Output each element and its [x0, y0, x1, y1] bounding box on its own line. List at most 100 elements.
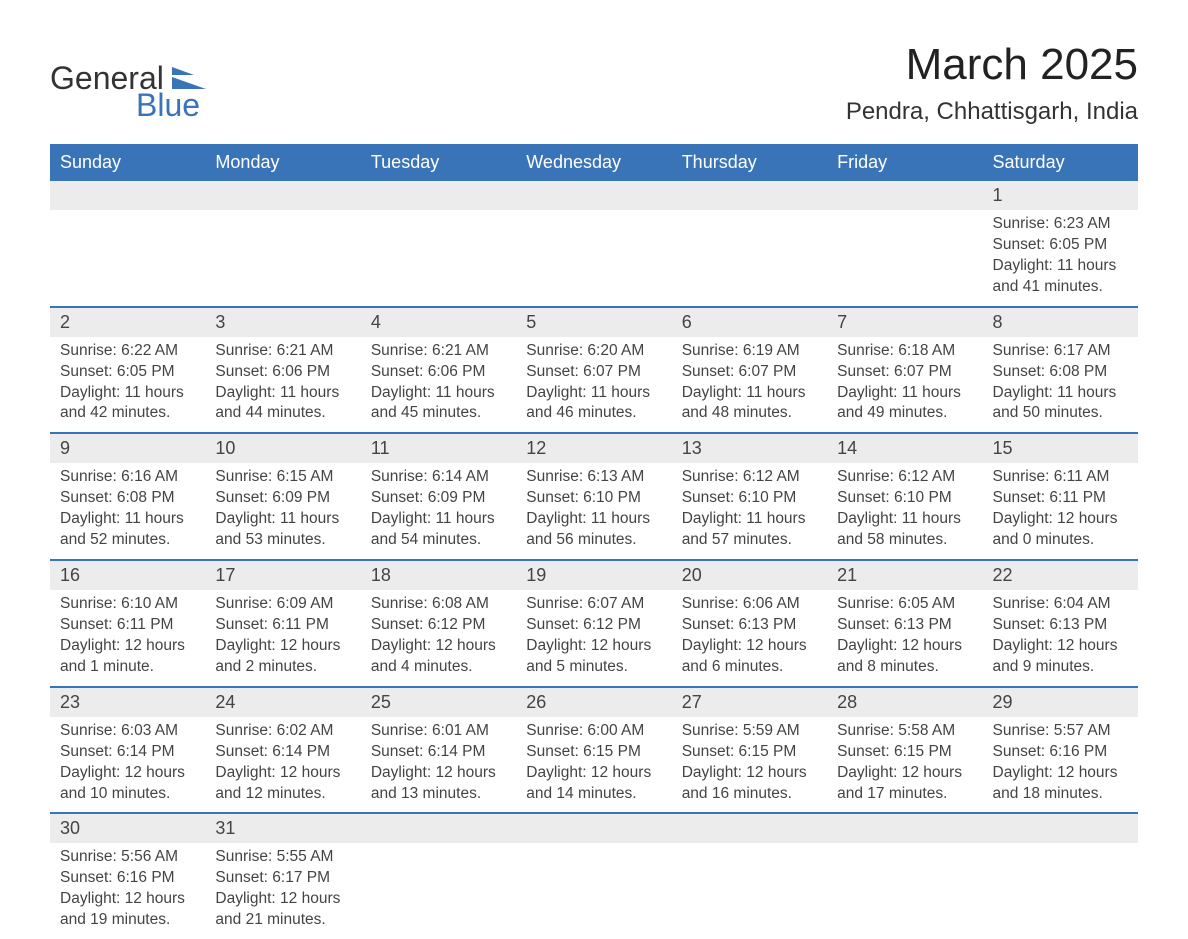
day-number-cell: 19	[516, 560, 671, 590]
day-ss: Sunset: 6:06 PM	[215, 362, 350, 383]
location: Pendra, Chhattisgarh, India	[846, 98, 1138, 126]
daydata-row: Sunrise: 6:16 AMSunset: 6:08 PMDaylight:…	[50, 463, 1138, 560]
day-data-cell: Sunrise: 6:06 AMSunset: 6:13 PMDaylight:…	[672, 590, 827, 687]
day-ss: Sunset: 6:10 PM	[682, 488, 817, 509]
day-d2: and 48 minutes.	[682, 403, 817, 424]
day-number: 11	[371, 438, 390, 458]
day-ss: Sunset: 6:14 PM	[215, 742, 350, 763]
day-number-cell: 12	[516, 433, 671, 463]
day-number: 27	[682, 692, 702, 712]
day-sr: Sunrise: 6:09 AM	[215, 594, 350, 615]
day-data-cell	[827, 843, 982, 939]
day-number: 1	[993, 185, 1003, 205]
day-d2: and 2 minutes.	[215, 657, 350, 678]
day-ss: Sunset: 6:15 PM	[682, 742, 817, 763]
day-data-cell: Sunrise: 6:13 AMSunset: 6:10 PMDaylight:…	[516, 463, 671, 560]
day-d1: Daylight: 12 hours	[993, 509, 1128, 530]
day-sr: Sunrise: 6:20 AM	[526, 341, 661, 362]
day-ss: Sunset: 6:15 PM	[526, 742, 661, 763]
day-d1: Daylight: 12 hours	[993, 763, 1128, 784]
daynum-row: 1	[50, 181, 1138, 210]
day-number: 14	[837, 438, 857, 458]
day-number: 25	[371, 692, 391, 712]
day-data-cell	[516, 210, 671, 307]
day-number-cell: 27	[672, 687, 827, 717]
day-header-row: Sunday Monday Tuesday Wednesday Thursday…	[50, 144, 1138, 181]
day-number: 22	[993, 565, 1013, 585]
day-d1: Daylight: 12 hours	[371, 636, 506, 657]
day-sr: Sunrise: 6:02 AM	[215, 721, 350, 742]
day-data-cell: Sunrise: 5:57 AMSunset: 6:16 PMDaylight:…	[983, 717, 1138, 814]
day-ss: Sunset: 6:16 PM	[60, 868, 195, 889]
day-d1: Daylight: 12 hours	[60, 763, 195, 784]
day-number-cell	[516, 813, 671, 843]
day-d2: and 9 minutes.	[993, 657, 1128, 678]
day-ss: Sunset: 6:08 PM	[993, 362, 1128, 383]
day-ss: Sunset: 6:16 PM	[993, 742, 1128, 763]
day-data-cell: Sunrise: 6:09 AMSunset: 6:11 PMDaylight:…	[205, 590, 360, 687]
day-number-cell: 14	[827, 433, 982, 463]
day-data-cell: Sunrise: 6:03 AMSunset: 6:14 PMDaylight:…	[50, 717, 205, 814]
day-number-cell: 17	[205, 560, 360, 590]
day-d1: Daylight: 12 hours	[526, 636, 661, 657]
daydata-row: Sunrise: 6:03 AMSunset: 6:14 PMDaylight:…	[50, 717, 1138, 814]
day-d2: and 44 minutes.	[215, 403, 350, 424]
day-number: 2	[60, 312, 70, 332]
daynum-row: 9101112131415	[50, 433, 1138, 463]
day-d1: Daylight: 12 hours	[837, 763, 972, 784]
day-ss: Sunset: 6:13 PM	[837, 615, 972, 636]
day-ss: Sunset: 6:13 PM	[993, 615, 1128, 636]
day-sr: Sunrise: 6:05 AM	[837, 594, 972, 615]
day-d1: Daylight: 12 hours	[682, 636, 817, 657]
day-number-cell: 22	[983, 560, 1138, 590]
daynum-row: 16171819202122	[50, 560, 1138, 590]
day-header: Thursday	[672, 144, 827, 181]
day-d1: Daylight: 11 hours	[60, 509, 195, 530]
day-sr: Sunrise: 6:18 AM	[837, 341, 972, 362]
calendar-table: Sunday Monday Tuesday Wednesday Thursday…	[50, 144, 1138, 939]
day-data-cell	[827, 210, 982, 307]
day-data-cell	[516, 843, 671, 939]
day-sr: Sunrise: 6:16 AM	[60, 467, 195, 488]
day-header: Friday	[827, 144, 982, 181]
day-number: 10	[215, 438, 235, 458]
day-number-cell: 16	[50, 560, 205, 590]
day-ss: Sunset: 6:13 PM	[682, 615, 817, 636]
day-sr: Sunrise: 5:58 AM	[837, 721, 972, 742]
daydata-row: Sunrise: 6:10 AMSunset: 6:11 PMDaylight:…	[50, 590, 1138, 687]
day-number-cell: 31	[205, 813, 360, 843]
day-data-cell: Sunrise: 6:20 AMSunset: 6:07 PMDaylight:…	[516, 337, 671, 434]
day-d1: Daylight: 11 hours	[215, 383, 350, 404]
day-d1: Daylight: 12 hours	[993, 636, 1128, 657]
day-d2: and 16 minutes.	[682, 784, 817, 805]
day-number: 19	[526, 565, 546, 585]
day-d2: and 0 minutes.	[993, 530, 1128, 551]
day-number-cell	[50, 181, 205, 210]
day-d2: and 19 minutes.	[60, 910, 195, 931]
day-ss: Sunset: 6:14 PM	[371, 742, 506, 763]
day-sr: Sunrise: 6:22 AM	[60, 341, 195, 362]
day-data-cell: Sunrise: 6:08 AMSunset: 6:12 PMDaylight:…	[361, 590, 516, 687]
day-number-cell: 20	[672, 560, 827, 590]
day-number-cell	[205, 181, 360, 210]
day-d1: Daylight: 11 hours	[526, 509, 661, 530]
day-data-cell: Sunrise: 5:55 AMSunset: 6:17 PMDaylight:…	[205, 843, 360, 939]
day-number: 15	[993, 438, 1013, 458]
day-data-cell: Sunrise: 6:12 AMSunset: 6:10 PMDaylight:…	[827, 463, 982, 560]
day-data-cell: Sunrise: 6:17 AMSunset: 6:08 PMDaylight:…	[983, 337, 1138, 434]
day-data-cell: Sunrise: 5:58 AMSunset: 6:15 PMDaylight:…	[827, 717, 982, 814]
day-sr: Sunrise: 5:59 AM	[682, 721, 817, 742]
day-d2: and 5 minutes.	[526, 657, 661, 678]
day-d1: Daylight: 11 hours	[215, 509, 350, 530]
day-d2: and 46 minutes.	[526, 403, 661, 424]
day-d2: and 4 minutes.	[371, 657, 506, 678]
day-data-cell	[205, 210, 360, 307]
day-ss: Sunset: 6:12 PM	[371, 615, 506, 636]
day-ss: Sunset: 6:07 PM	[837, 362, 972, 383]
day-d1: Daylight: 11 hours	[371, 383, 506, 404]
day-number-cell	[827, 181, 982, 210]
day-ss: Sunset: 6:10 PM	[837, 488, 972, 509]
day-data-cell: Sunrise: 6:01 AMSunset: 6:14 PMDaylight:…	[361, 717, 516, 814]
day-ss: Sunset: 6:06 PM	[371, 362, 506, 383]
day-sr: Sunrise: 6:01 AM	[371, 721, 506, 742]
